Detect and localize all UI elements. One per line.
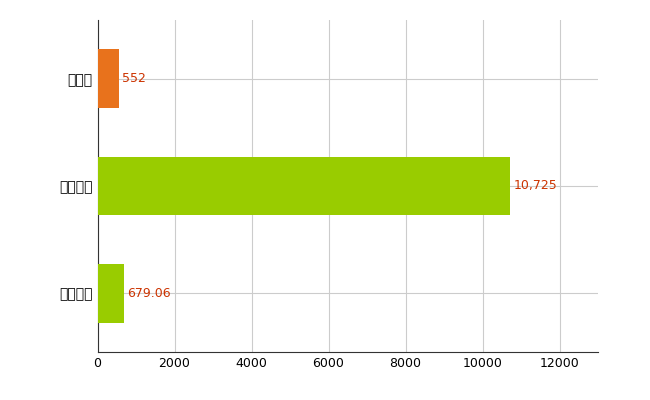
Bar [98,50,119,108]
Text: 679.06: 679.06 [127,286,170,300]
Text: 552: 552 [122,72,146,86]
Bar [98,264,124,322]
Bar [98,156,510,216]
Text: 10,725: 10,725 [514,180,557,192]
